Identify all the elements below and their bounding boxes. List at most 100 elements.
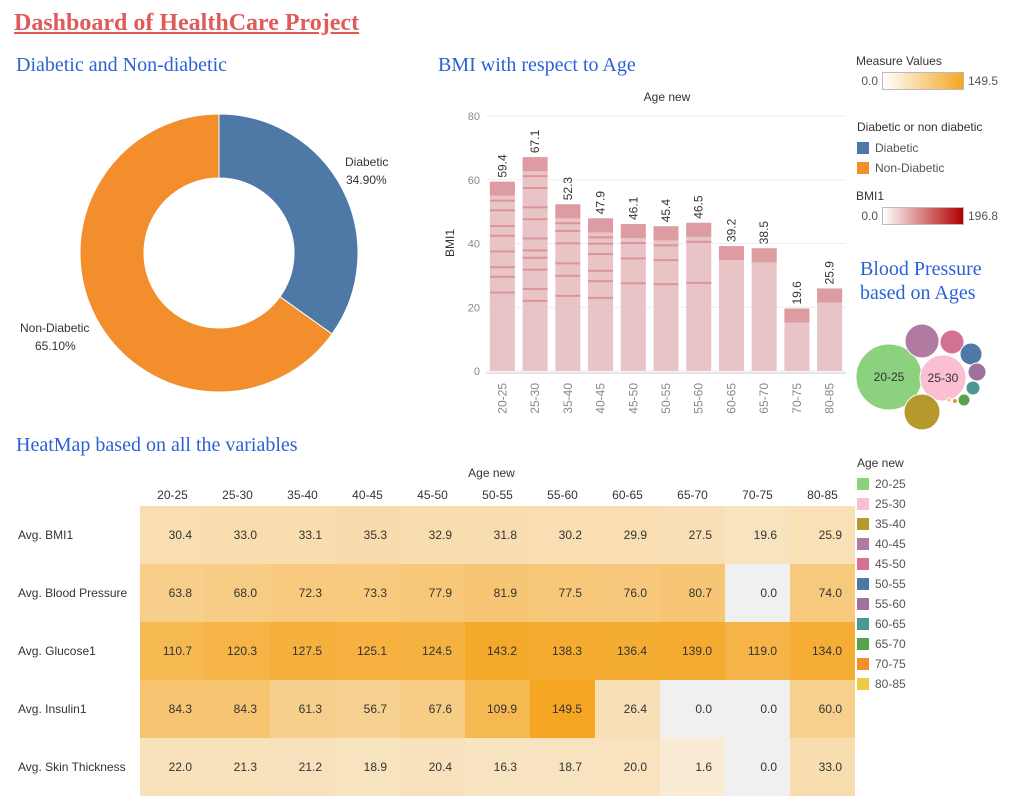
heatmap-cell[interactable]: 60.0	[790, 680, 855, 738]
heatmap-cell[interactable]: 76.0	[595, 564, 660, 622]
diabetic-legend-title: Diabetic or non diabetic	[857, 120, 983, 134]
bubble[interactable]	[919, 354, 967, 402]
bubble[interactable]	[967, 362, 987, 382]
age-legend-item[interactable]: 55-60	[857, 594, 906, 614]
heatmap-cell[interactable]: 1.6	[660, 738, 725, 796]
heatmap-cell[interactable]: 136.4	[595, 622, 660, 680]
heatmap-cell[interactable]: 109.9	[465, 680, 530, 738]
heatmap-cell[interactable]: 21.2	[270, 738, 335, 796]
heatmap-cell[interactable]: 127.5	[270, 622, 335, 680]
heatmap-cell[interactable]: 73.3	[335, 564, 400, 622]
heatmap-cell[interactable]: 35.3	[335, 506, 400, 564]
bubble[interactable]	[939, 329, 965, 355]
age-legend-item[interactable]: 20-25	[857, 474, 906, 494]
heatmap-cell[interactable]: 21.3	[205, 738, 270, 796]
heatmap-cell[interactable]: 26.4	[595, 680, 660, 738]
heatmap-cell[interactable]: 30.2	[530, 506, 595, 564]
age-legend-item[interactable]: 40-45	[857, 534, 906, 554]
bubble[interactable]	[957, 393, 971, 407]
bmi-bar[interactable]	[620, 224, 646, 371]
bmi-bar[interactable]	[751, 248, 777, 371]
heatmap-cell[interactable]: 143.2	[465, 622, 530, 680]
age-legend-item[interactable]: 60-65	[857, 614, 906, 634]
bubble[interactable]	[903, 393, 941, 431]
heatmap-cell[interactable]: 18.9	[335, 738, 400, 796]
heatmap-cell[interactable]: 77.5	[530, 564, 595, 622]
heatmap-cell[interactable]: 33.0	[205, 506, 270, 564]
bmi-bar-chart: Age new BMI1 0 20 40 60 80 59.4 20-25 67.1 25-30 52…	[443, 90, 846, 414]
bubble[interactable]	[965, 380, 981, 396]
age-legend-item[interactable]: 50-55	[857, 574, 906, 594]
heatmap-cell[interactable]: 0.0	[660, 680, 725, 738]
heatmap-cell[interactable]: 0.0	[725, 680, 790, 738]
bmi-bar[interactable]	[588, 218, 614, 371]
heatmap-cell[interactable]: 67.6	[400, 680, 465, 738]
heatmap-cell[interactable]: 32.9	[400, 506, 465, 564]
y-tick-label: 20	[468, 302, 480, 314]
heatmap-cell[interactable]: 120.3	[205, 622, 270, 680]
heatmap-cell[interactable]: 0.0	[725, 564, 790, 622]
heatmap-cell[interactable]: 124.5	[400, 622, 465, 680]
heatmap-cell[interactable]: 77.9	[400, 564, 465, 622]
age-legend-item[interactable]: 35-40	[857, 514, 906, 534]
heatmap-cell[interactable]: 125.1	[335, 622, 400, 680]
donut-slice-diabetic[interactable]	[218, 113, 359, 335]
heatmap-cell[interactable]: 138.3	[530, 622, 595, 680]
age-legend-item[interactable]: 45-50	[857, 554, 906, 574]
bmi-bar[interactable]	[522, 157, 548, 371]
diabetic-legend-item[interactable]: Diabetic	[857, 138, 982, 158]
heatmap-cell[interactable]: 110.7	[140, 622, 205, 680]
age-legend-item[interactable]: 80-85	[857, 674, 906, 694]
age-legend-label: 45-50	[875, 557, 906, 571]
age-legend-item[interactable]: 25-30	[857, 494, 906, 514]
heatmap-cell[interactable]: 84.3	[205, 680, 270, 738]
heatmap-cell[interactable]: 19.6	[725, 506, 790, 564]
heatmap-cell[interactable]: 84.3	[140, 680, 205, 738]
heatmap-cell[interactable]: 33.0	[790, 738, 855, 796]
heatmap-row-label: Avg. Glucose1	[18, 644, 96, 658]
diabetic-legend-item[interactable]: Non-Diabetic	[857, 158, 982, 178]
heatmap-cell[interactable]: 74.0	[790, 564, 855, 622]
bubble[interactable]	[959, 342, 983, 366]
heatmap-cell[interactable]: 16.3	[465, 738, 530, 796]
heatmap-cell[interactable]: 139.0	[660, 622, 725, 680]
heatmap-cell[interactable]: 61.3	[270, 680, 335, 738]
age-legend-label: 25-30	[875, 497, 906, 511]
bmi-bar[interactable]	[686, 222, 712, 371]
heatmap-cell[interactable]: 20.0	[595, 738, 660, 796]
heatmap-cell[interactable]: 20.4	[400, 738, 465, 796]
heatmap-cell[interactable]: 33.1	[270, 506, 335, 564]
heatmap-cell[interactable]: 134.0	[790, 622, 855, 680]
bmi-bar-segment	[522, 175, 548, 178]
heatmap-cell[interactable]: 81.9	[465, 564, 530, 622]
bubble[interactable]	[946, 397, 952, 403]
heatmap-cell[interactable]: 22.0	[140, 738, 205, 796]
heatmap-cell[interactable]: 68.0	[205, 564, 270, 622]
heatmap-cell[interactable]: 149.5	[530, 680, 595, 738]
bmi-bar-segment	[620, 242, 646, 245]
heatmap-cell[interactable]: 56.7	[335, 680, 400, 738]
bmi-bar[interactable]	[718, 246, 744, 371]
heatmap-cell[interactable]: 27.5	[660, 506, 725, 564]
heatmap-cell[interactable]: 18.7	[530, 738, 595, 796]
heatmap-cell[interactable]: 30.4	[140, 506, 205, 564]
bmi-bar[interactable]	[653, 226, 679, 371]
measure-values-max: 149.5	[968, 74, 999, 88]
heatmap-cell[interactable]: 80.7	[660, 564, 725, 622]
heatmap-cell[interactable]: 72.3	[270, 564, 335, 622]
donut-slice-non-diabetic[interactable]	[79, 113, 333, 393]
heatmap-cell[interactable]: 29.9	[595, 506, 660, 564]
heatmap-cell[interactable]: 25.9	[790, 506, 855, 564]
bubble[interactable]	[904, 323, 940, 359]
age-legend-item[interactable]: 70-75	[857, 654, 906, 674]
age-legend-item[interactable]: 65-70	[857, 634, 906, 654]
heatmap-cell[interactable]: 119.0	[725, 622, 790, 680]
heatmap-cell[interactable]: 0.0	[725, 738, 790, 796]
heatmap-cell[interactable]: 63.8	[140, 564, 205, 622]
heatmap-row: Avg. BMI1 30.4 33.0 33.1 35.3 32.9 31.8 30.2 29.…	[12, 506, 855, 564]
heatmap-row: Avg. Glucose1 110.7 120.3 127.5 125.1 124.5 14…	[12, 622, 855, 680]
bmi-bar[interactable]	[555, 204, 581, 371]
bubble[interactable]	[952, 398, 958, 404]
heatmap-cell[interactable]: 31.8	[465, 506, 530, 564]
bubble-section-title: Blood Pressure based on Ages	[860, 258, 982, 304]
